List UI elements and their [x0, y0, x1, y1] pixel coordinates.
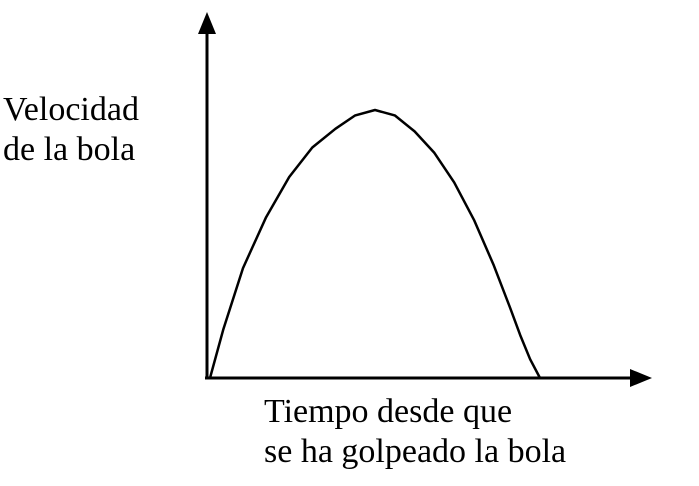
y-axis-label-line-1: Velocidad — [3, 91, 139, 128]
x-axis-arrowhead — [630, 369, 652, 387]
y-axis-label-line-2: de la bola — [3, 131, 136, 168]
x-axis-label-line-1: Tiempo desde que — [264, 393, 513, 430]
velocity-curve — [208, 108, 542, 380]
x-axis-label-line-2: se ha golpeado la bola — [264, 433, 567, 470]
y-axis-arrowhead — [198, 12, 216, 34]
